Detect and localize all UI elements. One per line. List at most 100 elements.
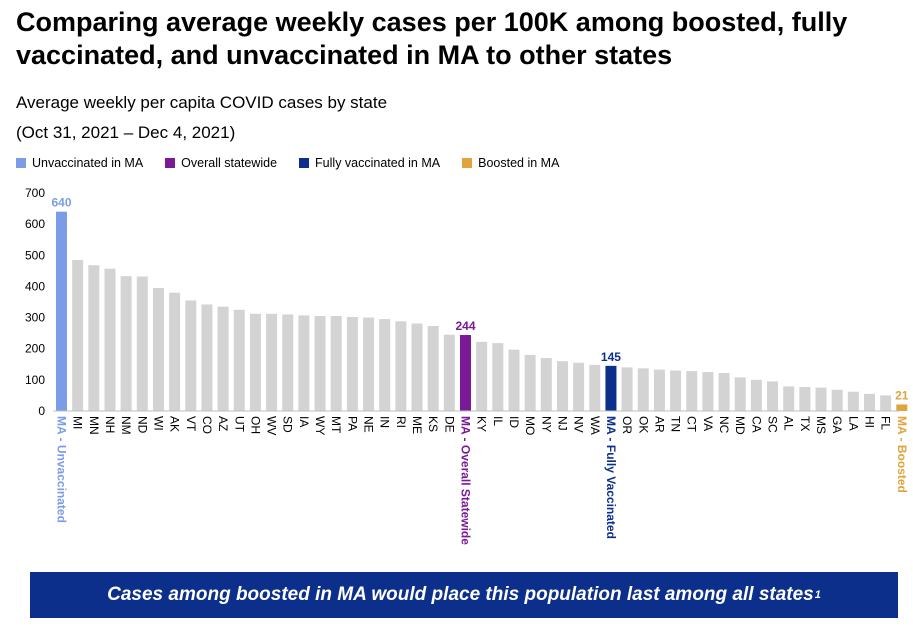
x-tick-label-az: AZ — [216, 416, 230, 431]
x-tick-label-ma-boosted: MA - Boosted — [895, 416, 909, 493]
x-tick-label-ut: UT — [232, 416, 246, 433]
legend-swatch-boosted — [462, 158, 473, 168]
x-tick-label-nj: NJ — [555, 416, 569, 431]
x-tick-label-ma-unvaccinated: MA - Unvaccinated — [55, 416, 69, 523]
bar-oh — [249, 313, 261, 411]
bar-la — [847, 391, 859, 411]
x-tick-label-fl: FL — [879, 416, 893, 430]
bar-co — [201, 304, 213, 411]
x-tick-label-ak: AK — [168, 416, 182, 432]
x-tick-label-me: ME — [410, 416, 424, 434]
x-tick-label-wv: WV — [265, 416, 279, 435]
x-tick-label-in: IN — [378, 416, 392, 428]
x-tick-label-nv: NV — [572, 416, 586, 433]
x-tick-label-ma-fully-vaccinated: MA - Fully Vaccinated — [604, 416, 618, 539]
bar-wv — [266, 313, 278, 411]
legend-label-fully-vaccinated: Fully vaccinated in MA — [315, 156, 441, 170]
x-tick-label-ok: OK — [636, 416, 650, 433]
bar-nj — [556, 361, 568, 411]
x-tick-label-il: IL — [491, 416, 505, 426]
x-tick-label-ga: GA — [830, 416, 844, 433]
x-tick-label-mt: MT — [329, 416, 343, 434]
value-label-ma-unvaccinated: 640 — [51, 196, 71, 210]
bar-al — [783, 386, 795, 411]
x-tick-label-mn: MN — [87, 416, 101, 435]
legend-item-overall: Overall statewide — [165, 156, 277, 170]
x-tick-label-co: CO — [200, 416, 214, 434]
bar-sd — [282, 314, 294, 411]
x-tick-label-mo: MO — [523, 416, 537, 435]
x-tick-label-id: ID — [507, 416, 521, 428]
bar-mt — [330, 316, 342, 411]
bar-va — [702, 372, 714, 411]
x-tick-label-wi: WI — [151, 416, 165, 431]
chart-subtitle: Average weekly per capita COVID cases by… — [16, 93, 388, 112]
legend-item-fully-vaccinated: Fully vaccinated in MA — [299, 156, 440, 170]
x-tick-label-ky: KY — [475, 416, 489, 432]
bar-mi — [72, 259, 84, 411]
bar-ms — [815, 387, 827, 411]
y-tick-label: 500 — [25, 248, 45, 262]
x-tick-label-tn: TN — [669, 416, 683, 432]
bar-id — [508, 349, 520, 411]
bar-ct — [686, 371, 698, 411]
footnote-marker: 1 — [814, 589, 821, 601]
bar-tn — [670, 370, 682, 411]
legend: Unvaccinated in MA Overall statewide Ful… — [16, 155, 581, 171]
legend-swatch-fully-vaccinated — [299, 158, 310, 168]
legend-swatch-unvaccinated — [16, 158, 26, 168]
x-tick-label-md: MD — [733, 416, 747, 435]
bar-il — [492, 343, 504, 411]
bar-ak — [169, 292, 181, 411]
y-tick-label: 0 — [38, 404, 45, 418]
x-tick-label-pa: PA — [345, 416, 359, 431]
bar-sc — [767, 381, 779, 411]
banner-text: Cases among boosted in MA would place th… — [107, 584, 814, 605]
x-tick-label-ne: NE — [362, 416, 376, 433]
bar-ia — [298, 315, 310, 411]
bar-mo — [524, 354, 536, 411]
x-tick-label-sd: SD — [281, 416, 295, 433]
bar-hi — [864, 393, 875, 411]
y-tick-label: 700 — [25, 186, 45, 200]
bar-mn — [88, 265, 100, 411]
bar-in — [379, 319, 391, 411]
y-tick-label: 600 — [25, 217, 45, 231]
bar-tx — [799, 387, 811, 411]
legend-label-unvaccinated: Unvaccinated in MA — [32, 156, 144, 170]
bar-ri — [395, 321, 407, 411]
bar-wa — [589, 364, 601, 411]
x-tick-label-nh: NH — [103, 416, 117, 433]
value-label-ma-overall-statewide: 244 — [455, 319, 475, 333]
y-tick-label: 300 — [25, 311, 45, 325]
legend-item-unvaccinated: Unvaccinated in MA — [16, 156, 143, 170]
y-tick-label: 100 — [25, 373, 45, 387]
x-tick-label-va: VA — [701, 416, 715, 431]
x-tick-label-ar: AR — [652, 416, 666, 433]
legend-label-boosted: Boosted in MA — [478, 156, 560, 170]
x-tick-label-nc: NC — [717, 416, 731, 434]
x-tick-label-ma-overall-statewide: MA - Overall Statewide — [459, 416, 473, 545]
x-tick-label-la: LA — [846, 416, 860, 431]
x-tick-label-ms: MS — [814, 416, 828, 434]
y-tick-label: 200 — [25, 342, 45, 356]
bar-ky — [476, 341, 488, 411]
x-tick-label-hi: HI — [863, 416, 877, 428]
bar-nm — [120, 276, 132, 411]
bar-ar — [653, 369, 665, 411]
bar-ma-boosted — [896, 404, 908, 411]
takeaway-banner: Cases among boosted in MA would place th… — [30, 572, 898, 618]
x-tick-label-nm: NM — [119, 416, 133, 435]
bar-ne — [363, 317, 375, 411]
x-tick-label-ks: KS — [426, 416, 440, 432]
x-tick-label-al: AL — [782, 416, 796, 431]
bar-ks — [427, 325, 439, 411]
x-tick-label-or: OR — [620, 416, 634, 434]
x-tick-label-ca: CA — [749, 416, 763, 433]
bar-az — [217, 306, 229, 411]
bar-fl — [880, 395, 892, 411]
x-tick-label-ri: RI — [394, 416, 408, 428]
bar-ma-overall-statewide — [460, 335, 471, 411]
bar-de — [443, 334, 455, 411]
bar-ok — [637, 368, 649, 411]
